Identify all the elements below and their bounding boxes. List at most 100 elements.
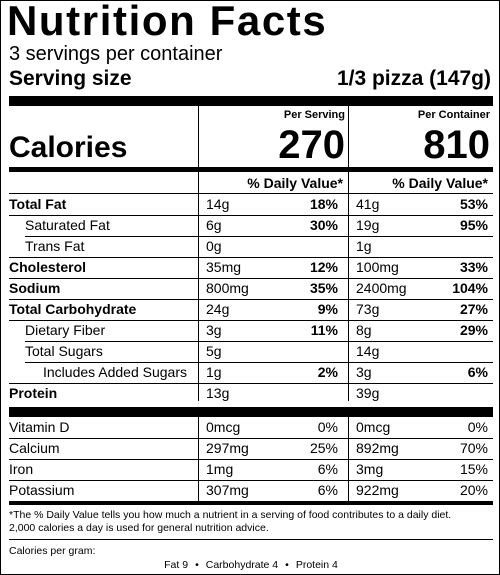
nutrient-name: Saturated Fat bbox=[25, 217, 110, 233]
thick-divider-calories bbox=[9, 167, 493, 172]
nutrient-row: Total Fat 14g 18% 41g 53% bbox=[9, 194, 493, 215]
row-divider bbox=[9, 438, 493, 439]
container-amount: 3mg bbox=[356, 461, 384, 477]
nutrient-row: Trans Fat 0g 1g bbox=[9, 236, 493, 257]
nutrient-name: Total Fat bbox=[9, 196, 67, 212]
container-amount: 19g bbox=[356, 217, 380, 233]
serving-amount: 35mg bbox=[206, 259, 242, 275]
nutrient-name: Vitamin D bbox=[9, 419, 70, 435]
serving-amount: 13g bbox=[206, 385, 230, 401]
row-divider bbox=[9, 278, 493, 279]
container-daily-value: 104% bbox=[452, 280, 488, 296]
dv-header-serving: % Daily Value* bbox=[247, 175, 343, 191]
serving-size-label: Serving size bbox=[9, 67, 132, 90]
column-divider-container bbox=[348, 106, 349, 167]
nutrient-row: Includes Added Sugars 1g 2% 3g 6% bbox=[9, 362, 493, 383]
nutrient-name: Calcium bbox=[9, 440, 60, 456]
container-amount: 0mcg bbox=[356, 419, 391, 435]
vitamin-row: Potassium 307mg 6% 922mg 20% bbox=[9, 480, 493, 501]
container-daily-value: 29% bbox=[459, 322, 488, 338]
column-divider-container-table bbox=[348, 172, 349, 401]
serving-amount: 1mg bbox=[206, 461, 234, 477]
container-amount: 14g bbox=[356, 343, 380, 359]
nutrient-name: Potassium bbox=[9, 482, 75, 498]
divider-footnote bbox=[9, 501, 493, 505]
serving-daily-value: 12% bbox=[309, 259, 338, 275]
serving-daily-value: 18% bbox=[309, 196, 338, 212]
container-amount: 1g bbox=[356, 238, 372, 254]
nutrient-row: Total Sugars 5g 14g bbox=[9, 341, 493, 362]
serving-daily-value: 25% bbox=[309, 440, 338, 456]
container-daily-value: 15% bbox=[459, 461, 488, 477]
per-serving-header: Per Serving bbox=[283, 109, 345, 121]
column-divider-container-vitamins bbox=[348, 417, 349, 501]
nutrient-name: Trans Fat bbox=[25, 238, 85, 254]
container-amount: 892mg bbox=[356, 440, 399, 456]
footnote: *The % Daily Value tells you how much a … bbox=[9, 509, 495, 535]
container-daily-value: 0% bbox=[467, 419, 488, 435]
container-amount: 3g bbox=[356, 364, 372, 380]
dv-header-container: % Daily Value* bbox=[392, 175, 488, 191]
nutrient-name: Total Sugars bbox=[25, 343, 103, 359]
row-divider bbox=[9, 320, 493, 321]
cpg-separator-1: • bbox=[195, 559, 199, 571]
servings-per-container: 3 servings per container bbox=[9, 43, 223, 65]
nutrient-name: Total Carbohydrate bbox=[9, 301, 137, 317]
row-divider bbox=[9, 215, 493, 216]
container-amount: 100mg bbox=[356, 259, 399, 275]
cpg-separator-2: • bbox=[285, 559, 289, 571]
column-divider-serving-table bbox=[198, 172, 199, 401]
container-daily-value: 95% bbox=[459, 217, 488, 233]
serving-amount: 0g bbox=[206, 238, 222, 254]
container-amount: 2400mg bbox=[356, 280, 407, 296]
row-divider bbox=[25, 236, 493, 237]
nutrient-row: Total Carbohydrate 24g 9% 73g 27% bbox=[9, 299, 493, 320]
row-divider bbox=[9, 383, 493, 384]
cpg-carbohydrate: Carbohydrate 4 bbox=[205, 559, 279, 571]
container-amount: 73g bbox=[356, 301, 380, 317]
row-divider bbox=[9, 299, 493, 300]
nutrient-row: Cholesterol 35mg 12% 100mg 33% bbox=[9, 257, 493, 278]
column-divider-serving-vitamins bbox=[198, 417, 199, 501]
serving-daily-value: 30% bbox=[309, 217, 338, 233]
serving-daily-value: 9% bbox=[317, 301, 338, 317]
row-divider bbox=[25, 341, 493, 342]
nutrient-name: Iron bbox=[9, 461, 34, 477]
nutrient-name: Sodium bbox=[9, 280, 61, 296]
vitamin-row: Vitamin D 0mcg 0% 0mcg 0% bbox=[9, 417, 493, 438]
nutrient-row: Saturated Fat 6g 30% 19g 95% bbox=[9, 215, 493, 236]
nutrient-name: Protein bbox=[9, 385, 58, 401]
calories-label: Calories bbox=[9, 131, 128, 164]
serving-amount: 1g bbox=[206, 364, 222, 380]
serving-amount: 0mcg bbox=[206, 419, 241, 435]
row-divider bbox=[9, 257, 493, 258]
serving-amount: 3g bbox=[206, 322, 222, 338]
nutrient-name: Includes Added Sugars bbox=[43, 364, 187, 380]
per-container-header: Per Container bbox=[417, 109, 490, 121]
row-divider bbox=[9, 459, 493, 460]
row-divider bbox=[25, 362, 493, 363]
container-daily-value: 33% bbox=[459, 259, 488, 275]
nutrient-name: Dietary Fiber bbox=[25, 322, 106, 338]
serving-amount: 24g bbox=[206, 301, 230, 317]
cpg-protein: Protein 4 bbox=[295, 559, 338, 571]
vitamin-row: Iron 1mg 6% 3mg 15% bbox=[9, 459, 493, 480]
container-daily-value: 6% bbox=[467, 364, 488, 380]
container-daily-value: 70% bbox=[459, 440, 488, 456]
serving-daily-value: 0% bbox=[317, 419, 338, 435]
serving-daily-value: 2% bbox=[317, 364, 338, 380]
serving-amount: 307mg bbox=[206, 482, 249, 498]
label-title: Nutrition Facts bbox=[7, 0, 328, 44]
thick-divider-top bbox=[9, 96, 493, 106]
serving-daily-value: 6% bbox=[317, 461, 338, 477]
nutrient-row: Dietary Fiber 3g 11% 8g 29% bbox=[9, 320, 493, 341]
serving-amount: 14g bbox=[206, 196, 230, 212]
nutrient-row: Sodium 800mg 35% 2400mg 104% bbox=[9, 278, 493, 299]
nutrient-row: Protein 13g 39g bbox=[9, 383, 493, 404]
cpg-fat: Fat 9 bbox=[164, 559, 189, 571]
container-daily-value: 53% bbox=[459, 196, 488, 212]
serving-amount: 800mg bbox=[206, 280, 249, 296]
serving-daily-value: 6% bbox=[317, 482, 338, 498]
serving-daily-value: 35% bbox=[309, 280, 338, 296]
